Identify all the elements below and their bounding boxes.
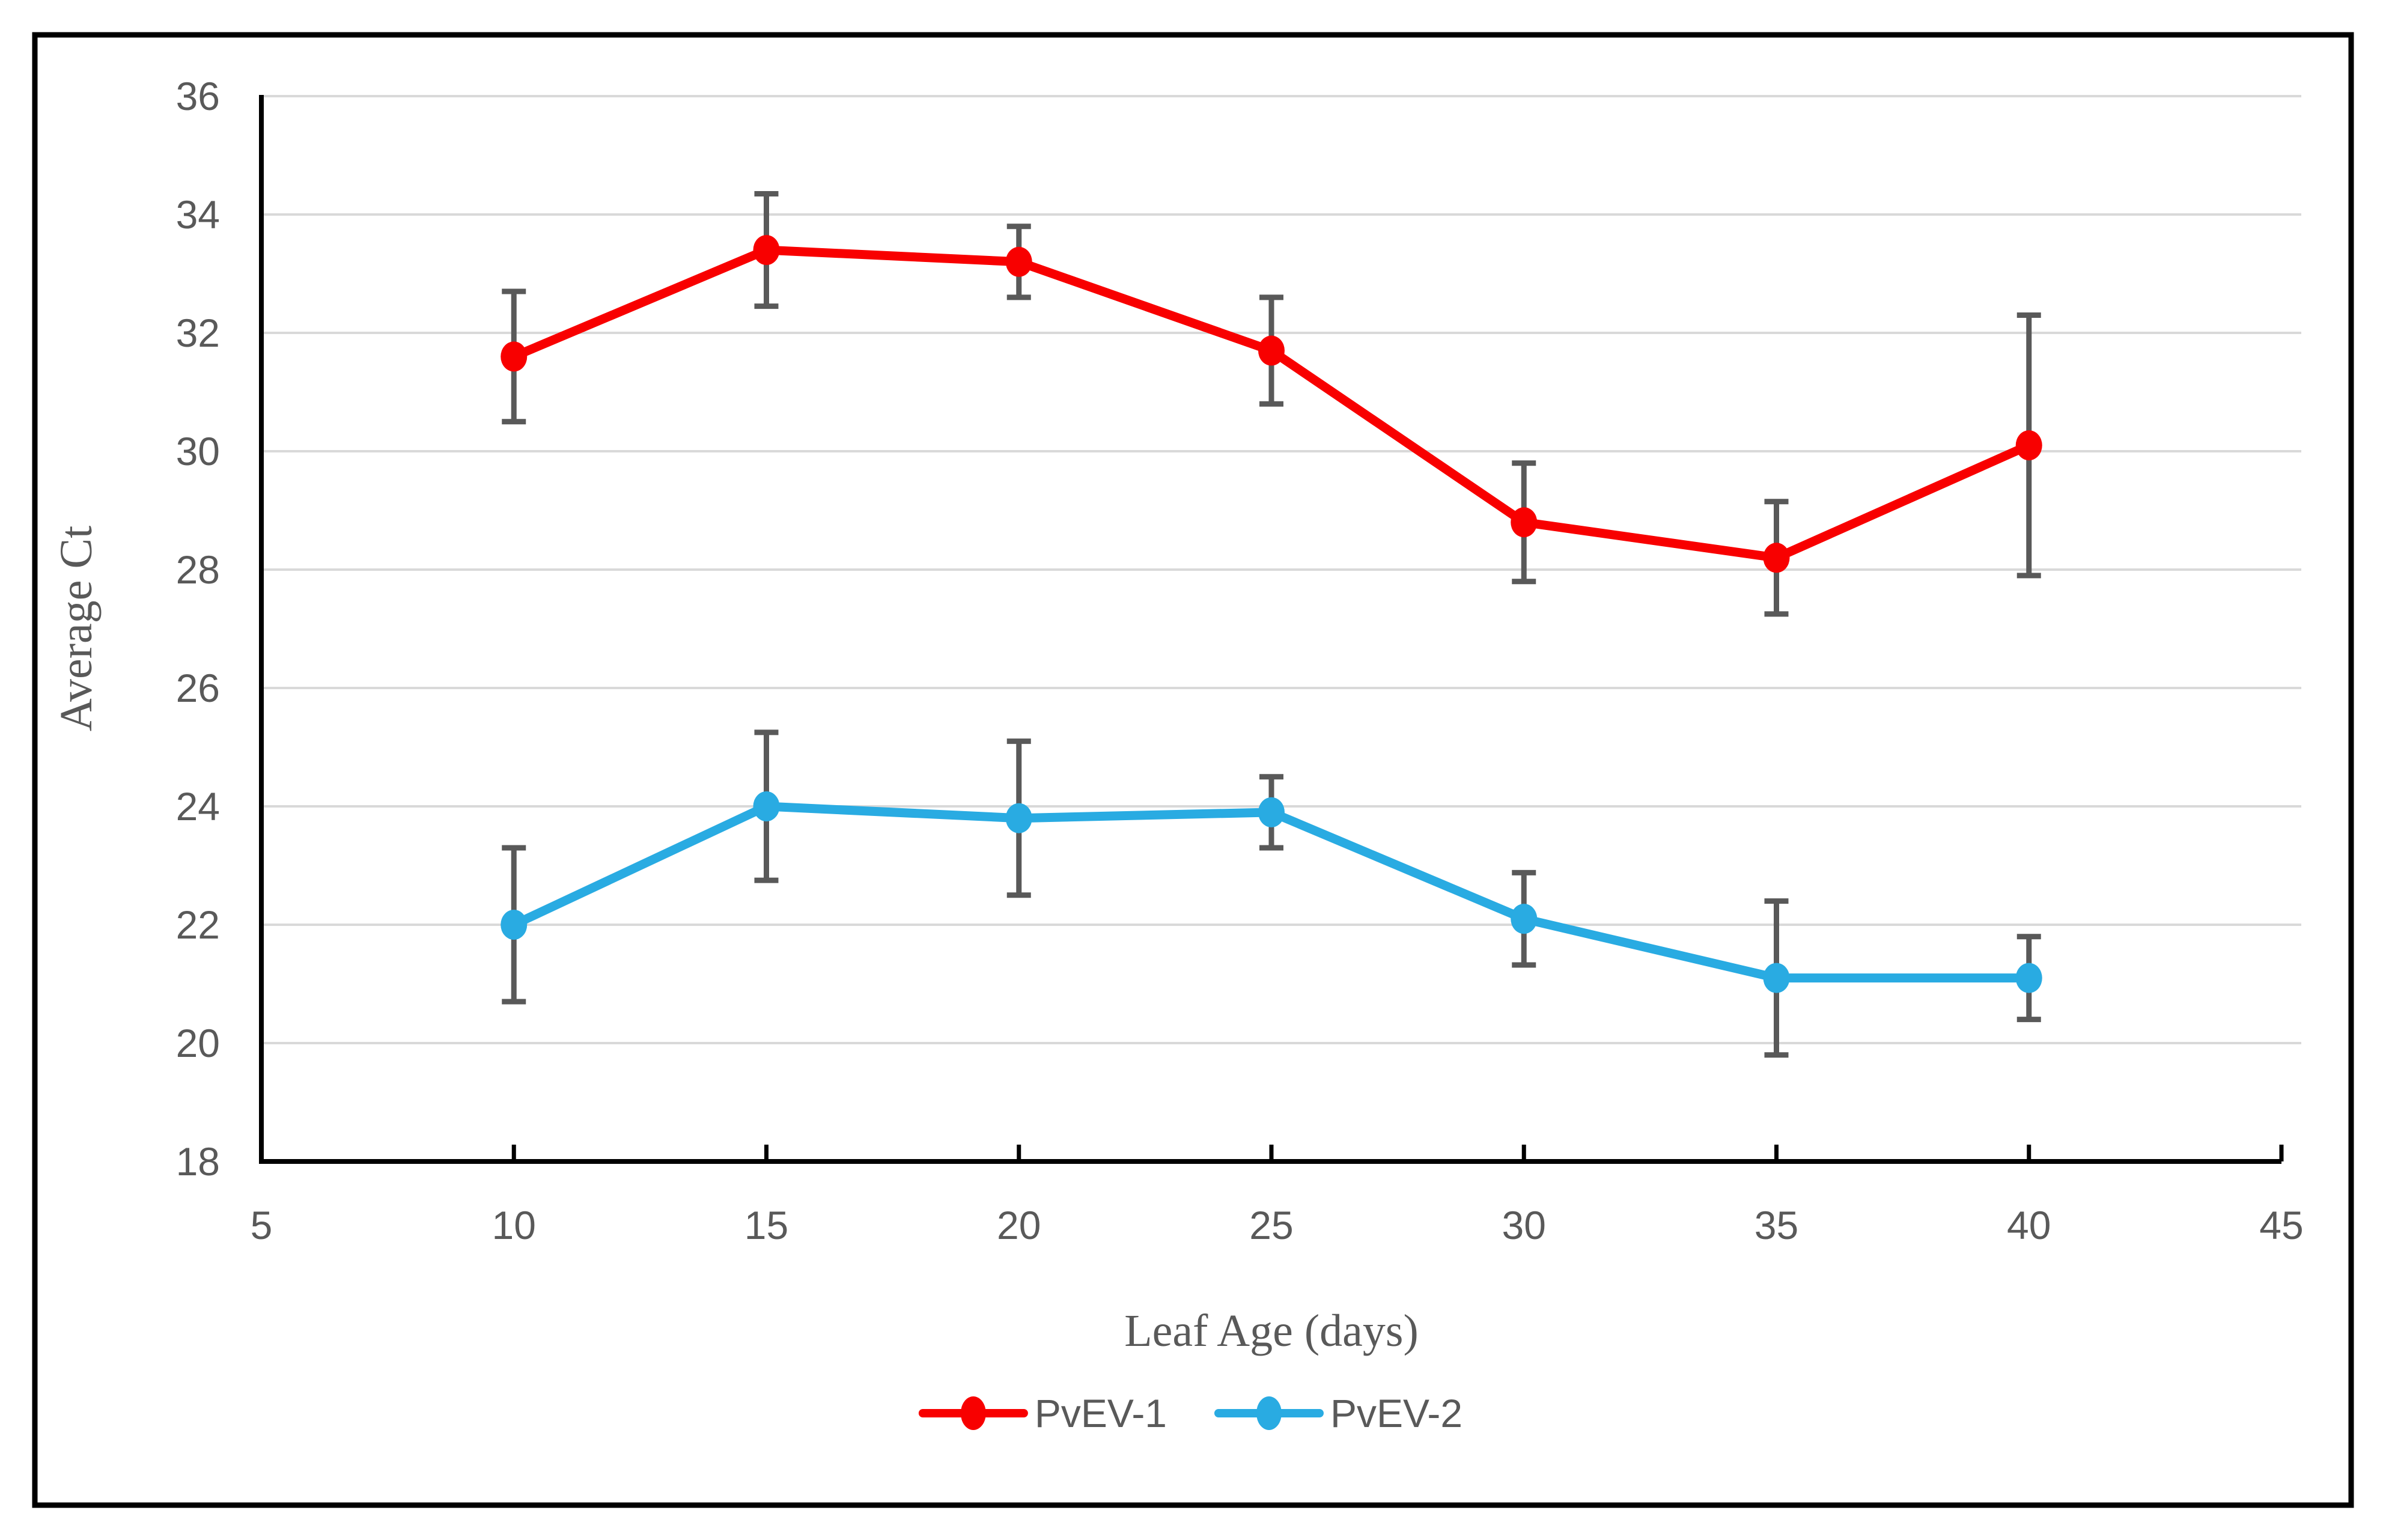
marker-pvev-1-15 xyxy=(753,235,780,266)
x-tick-label-5: 5 xyxy=(251,1203,273,1247)
y-tick-label-22: 22 xyxy=(176,902,220,947)
series-layer xyxy=(501,235,2042,993)
marker-pvev-1-30 xyxy=(1511,507,1538,538)
x-tick-label-10: 10 xyxy=(492,1203,536,1247)
marker-pvev-2-40 xyxy=(2015,963,2042,993)
marker-pvev-2-20 xyxy=(1005,803,1032,833)
marker-pvev-1-10 xyxy=(501,341,528,372)
y-tick-label-30: 30 xyxy=(176,429,220,473)
tick-labels-layer: 5 10 15 20 25 30 35 40 45 18 20 22 24 26 28 30 32 34 36 xyxy=(176,74,2304,1247)
figure-border xyxy=(32,32,2354,1508)
x-tick-label-45: 45 xyxy=(2259,1203,2303,1247)
y-tick-label-24: 24 xyxy=(176,784,220,829)
marker-pvev-1-20 xyxy=(1005,246,1032,277)
x-tick-label-30: 30 xyxy=(1502,1203,1546,1247)
legend: PvEV-1 PvEV-2 xyxy=(918,1391,1462,1435)
y-tick-label-26: 26 xyxy=(176,666,220,710)
x-tick-label-20: 20 xyxy=(997,1203,1041,1247)
y-tick-label-20: 20 xyxy=(176,1021,220,1065)
marker-pvev-1-25 xyxy=(1258,335,1285,366)
marker-pvev-1-40 xyxy=(2015,430,2042,461)
legend-label-pvev-1: PvEV-1 xyxy=(1035,1391,1167,1435)
x-axis-title: Leaf Age (days) xyxy=(1124,1306,1419,1356)
y-axis-title: Average Ct xyxy=(51,526,102,732)
legend-marker-pvev-1 xyxy=(960,1396,986,1430)
y-tick-label-32: 32 xyxy=(176,311,220,355)
marker-pvev-2-15 xyxy=(753,791,780,821)
legend-marker-pvev-2 xyxy=(1256,1396,1282,1430)
y-tick-label-28: 28 xyxy=(176,547,220,592)
x-tick-label-40: 40 xyxy=(2007,1203,2051,1247)
legend-label-pvev-2: PvEV-2 xyxy=(1330,1391,1462,1435)
marker-pvev-2-25 xyxy=(1258,797,1285,827)
legend-item-pvev-1: PvEV-1 xyxy=(918,1391,1167,1435)
x-tick-label-25: 25 xyxy=(1249,1203,1293,1247)
x-tick-label-15: 15 xyxy=(744,1203,788,1247)
axes-layer xyxy=(259,95,2284,1164)
marker-pvev-2-35 xyxy=(1763,963,1790,993)
x-tick-label-35: 35 xyxy=(1755,1203,1798,1247)
marker-pvev-2-10 xyxy=(501,910,528,940)
gridlines-layer xyxy=(261,95,2301,1044)
legend-item-pvev-2: PvEV-2 xyxy=(1214,1391,1462,1435)
y-tick-label-36: 36 xyxy=(176,74,220,118)
marker-pvev-2-30 xyxy=(1511,904,1538,934)
y-tick-label-18: 18 xyxy=(176,1139,220,1184)
y-tick-label-34: 34 xyxy=(176,192,220,237)
marker-pvev-1-35 xyxy=(1763,543,1790,573)
